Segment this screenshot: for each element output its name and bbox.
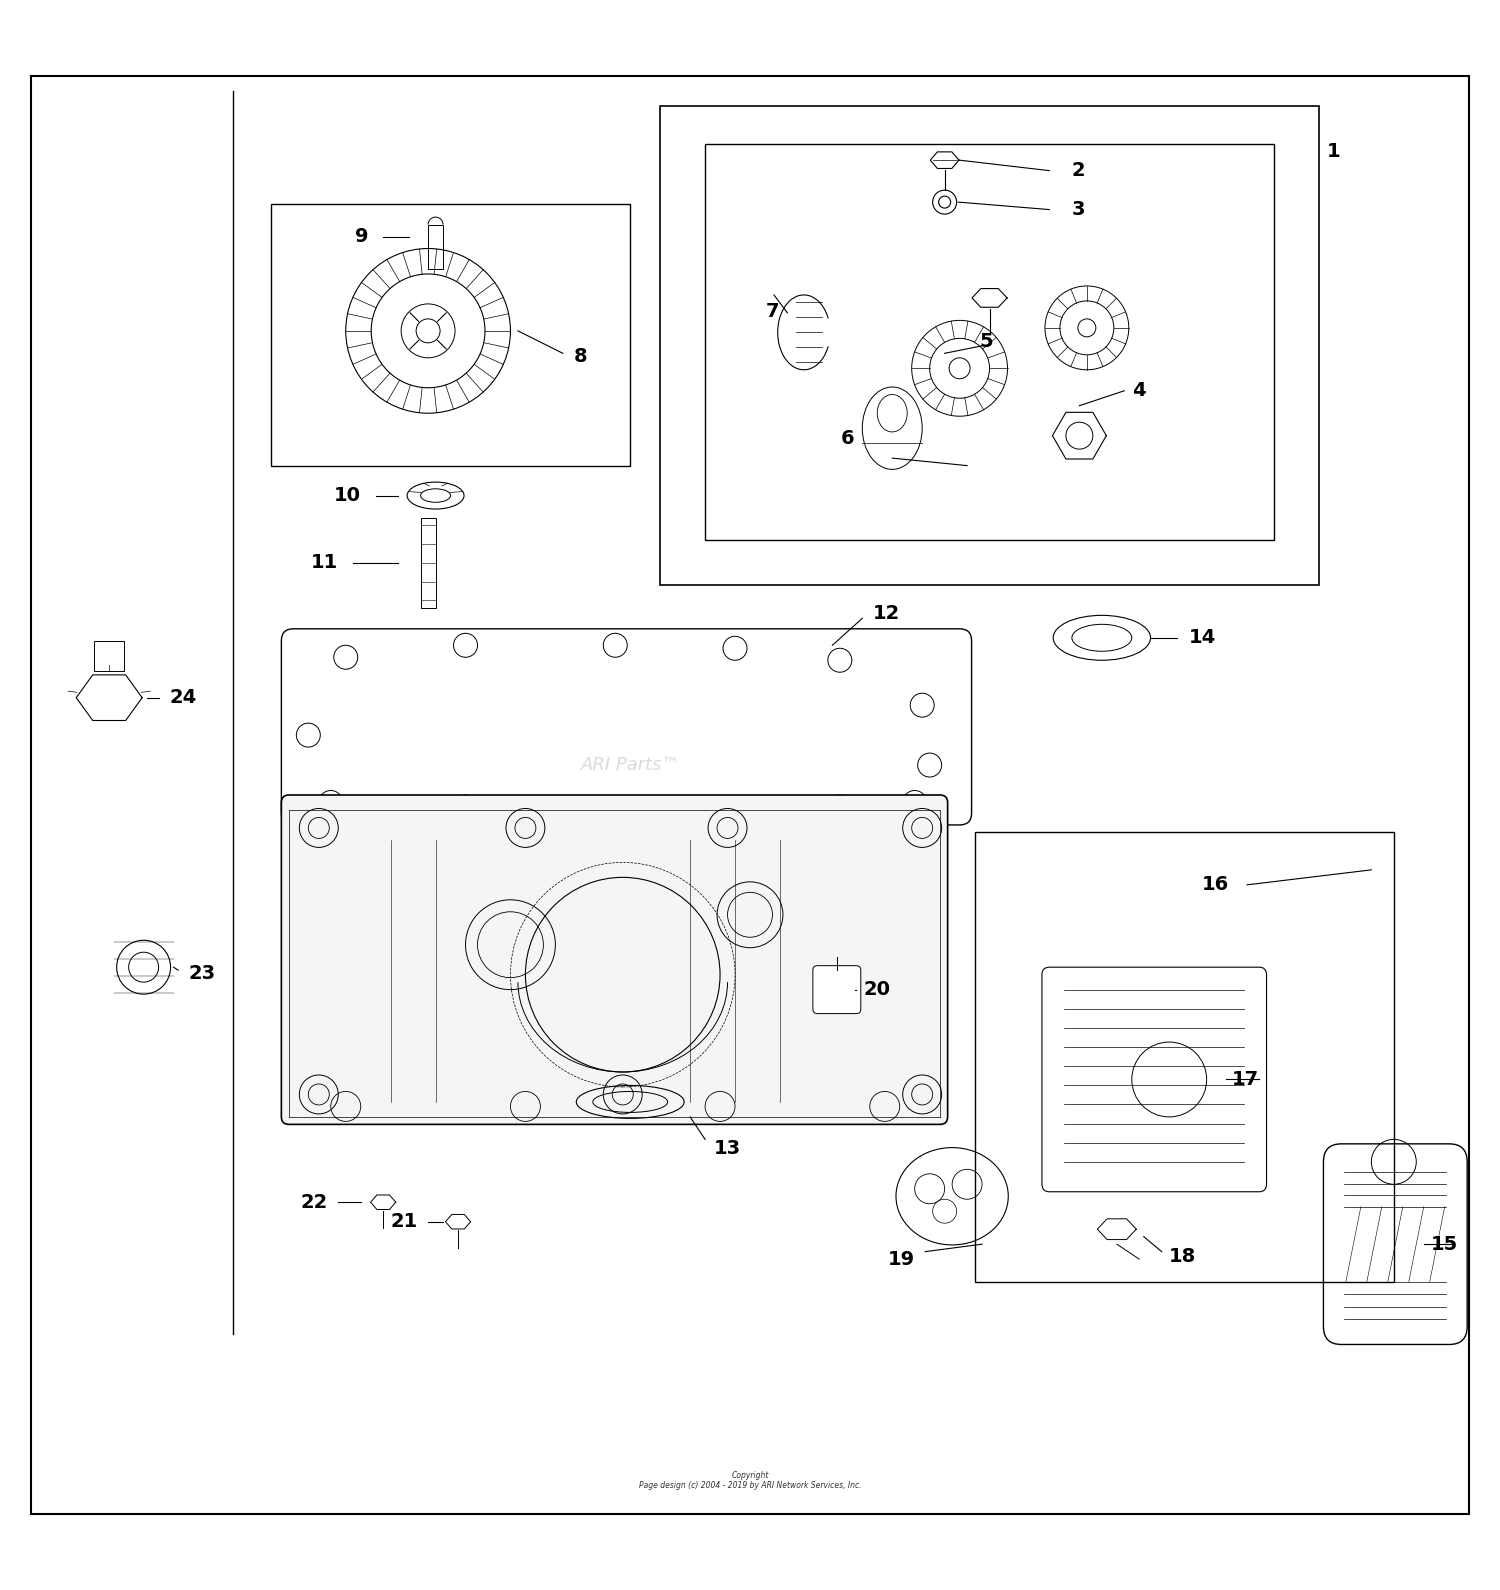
Text: 13: 13 (714, 1138, 741, 1158)
Bar (975, 833, 1394, 1282)
Text: 17: 17 (1232, 1070, 1258, 1089)
Text: 18: 18 (1168, 1247, 1197, 1266)
Bar (420, 518, 435, 607)
Text: Copyright
Page design (c) 2004 - 2019 by ARI Network Services, Inc.: Copyright Page design (c) 2004 - 2019 by… (639, 1471, 861, 1490)
Text: 4: 4 (1132, 382, 1146, 401)
Bar (94, 641, 124, 671)
Bar (427, 224, 442, 269)
Text: 1: 1 (1326, 142, 1340, 161)
Text: 9: 9 (354, 227, 368, 246)
Text: 14: 14 (1188, 628, 1216, 647)
Text: 10: 10 (333, 487, 360, 506)
Bar (272, 204, 630, 466)
Bar (660, 107, 1318, 585)
Text: 6: 6 (840, 429, 854, 448)
Text: 8: 8 (573, 347, 586, 366)
Text: 16: 16 (1202, 876, 1228, 894)
Text: 11: 11 (310, 553, 339, 572)
Text: 15: 15 (1431, 1235, 1458, 1253)
Text: 19: 19 (888, 1250, 915, 1269)
Text: 23: 23 (189, 964, 216, 983)
Text: 3: 3 (1072, 200, 1086, 219)
Text: 20: 20 (864, 979, 891, 999)
Text: 2: 2 (1072, 161, 1086, 180)
FancyBboxPatch shape (282, 795, 948, 1124)
Text: 12: 12 (873, 604, 900, 623)
FancyBboxPatch shape (813, 965, 861, 1013)
Text: 24: 24 (170, 688, 196, 708)
Text: 22: 22 (300, 1192, 328, 1212)
Text: 21: 21 (390, 1212, 417, 1231)
Text: 5: 5 (980, 332, 993, 351)
Text: 7: 7 (765, 302, 778, 321)
Bar (705, 143, 1274, 541)
Text: ARI Parts™: ARI Parts™ (580, 757, 680, 774)
